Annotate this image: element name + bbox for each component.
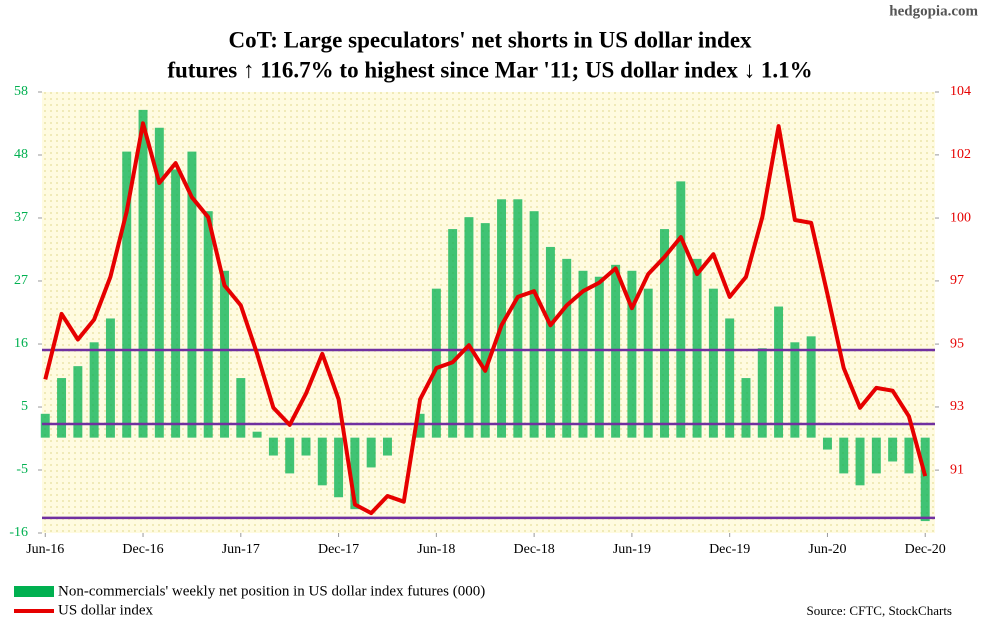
y-tick-label: 5 [21,399,28,414]
bar [806,336,816,438]
bar [774,306,784,438]
bar [757,348,767,438]
bar [73,366,83,438]
bar [920,437,930,522]
x-tick-label: Jun-18 [417,542,455,557]
x-tick-label: Dec-17 [318,542,359,557]
bar [839,437,849,474]
bar [676,181,686,438]
chart-title: futures ↑ 116.7% to highest since Mar '1… [167,57,812,82]
bar [171,169,181,438]
bar [40,413,50,438]
bar [415,413,425,438]
y-tick-label: 58 [14,84,28,99]
x-tick-label: Jun-19 [613,542,651,557]
y2-tick-label: 95 [950,336,964,351]
legend-label: Non-commercials' weekly net position in … [58,583,485,599]
bar [285,437,295,474]
bar [89,342,99,438]
bar [708,288,718,438]
y2-tick-label: 100 [950,210,971,225]
bar [480,223,490,438]
y-tick-label: 37 [14,210,28,225]
bar [105,318,115,438]
bar [725,318,735,438]
bar [317,437,327,486]
x-tick-label: Dec-18 [514,542,555,557]
watermark: hedgopia.com [889,3,978,19]
bar [888,437,898,462]
bar [431,288,441,438]
bar [187,151,197,438]
bar [594,276,604,438]
bar [497,199,507,438]
bar [350,437,360,510]
y-tick-label: 16 [14,336,28,351]
y2-tick-label: 102 [950,147,971,162]
chart-title: CoT: Large speculators' net shorts in US… [228,27,752,52]
bar [643,288,653,438]
bar [545,246,555,438]
bar [138,109,148,438]
legend-swatch [14,586,54,597]
bar [268,437,278,456]
bar [122,151,132,438]
bar [660,229,669,438]
bar [220,270,229,438]
legend-label: US dollar index [58,602,153,618]
x-tick-label: Dec-20 [905,542,946,557]
y2-tick-label: 91 [950,462,964,477]
x-tick-label: Jun-16 [26,542,64,557]
bar [855,437,865,486]
y-tick-label: -16 [9,525,28,540]
y-tick-label: 27 [14,273,28,288]
bar [578,270,588,438]
y2-tick-label: 97 [950,273,964,288]
bar [154,127,164,438]
bar [562,258,572,438]
bar [790,342,800,438]
x-tick-label: Jun-20 [808,542,846,557]
bar [464,217,474,438]
bar [366,437,376,468]
y-tick-label: -5 [16,462,28,477]
bar [334,437,344,498]
bar [203,211,213,438]
source: Source: CFTC, StockCharts [806,603,952,618]
bar [513,199,523,438]
x-tick-label: Jun-17 [222,542,260,557]
bar [252,431,262,438]
y2-tick-label: 93 [950,399,964,414]
bar [822,437,832,450]
bar [904,437,914,474]
bar [448,229,458,438]
bar [692,258,702,438]
bar [529,211,539,438]
line [43,121,928,516]
y-tick-label: 48 [14,147,28,162]
bar [301,437,311,456]
bar [627,270,637,438]
y2-tick-label: 104 [950,84,971,99]
bar [382,437,392,456]
bar [57,378,67,438]
x-tick-label: Dec-19 [709,542,750,557]
x-tick-label: Dec-16 [122,542,163,557]
bar [871,437,881,474]
bar [236,378,246,438]
bar [741,378,751,438]
